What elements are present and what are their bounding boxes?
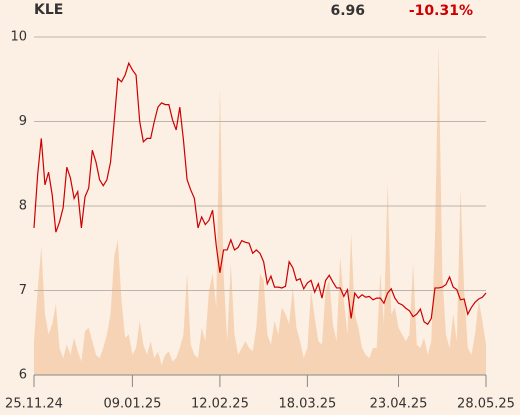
y-tick-label: 9 bbox=[19, 114, 27, 129]
y-tick-label: 6 bbox=[19, 368, 27, 383]
y-tick-label: 8 bbox=[19, 199, 27, 214]
y-tick-label: 10 bbox=[10, 30, 27, 45]
symbol: KLE bbox=[34, 2, 63, 18]
x-tick-label: 25.11.24 bbox=[5, 397, 63, 412]
x-tick-label: 28.05.25 bbox=[457, 397, 515, 412]
x-tick-label: 09.01.25 bbox=[103, 397, 161, 412]
x-tick-label: 18.03.25 bbox=[278, 397, 336, 412]
x-tick-label: 23.04.25 bbox=[370, 397, 428, 412]
price-line bbox=[33, 61, 487, 326]
y-tick-label: 7 bbox=[19, 283, 27, 298]
change: -10.31% bbox=[409, 3, 473, 19]
volume-area bbox=[34, 43, 486, 375]
x-tick-label: 12.02.25 bbox=[191, 397, 249, 412]
last-price: 6.96 bbox=[330, 3, 365, 19]
